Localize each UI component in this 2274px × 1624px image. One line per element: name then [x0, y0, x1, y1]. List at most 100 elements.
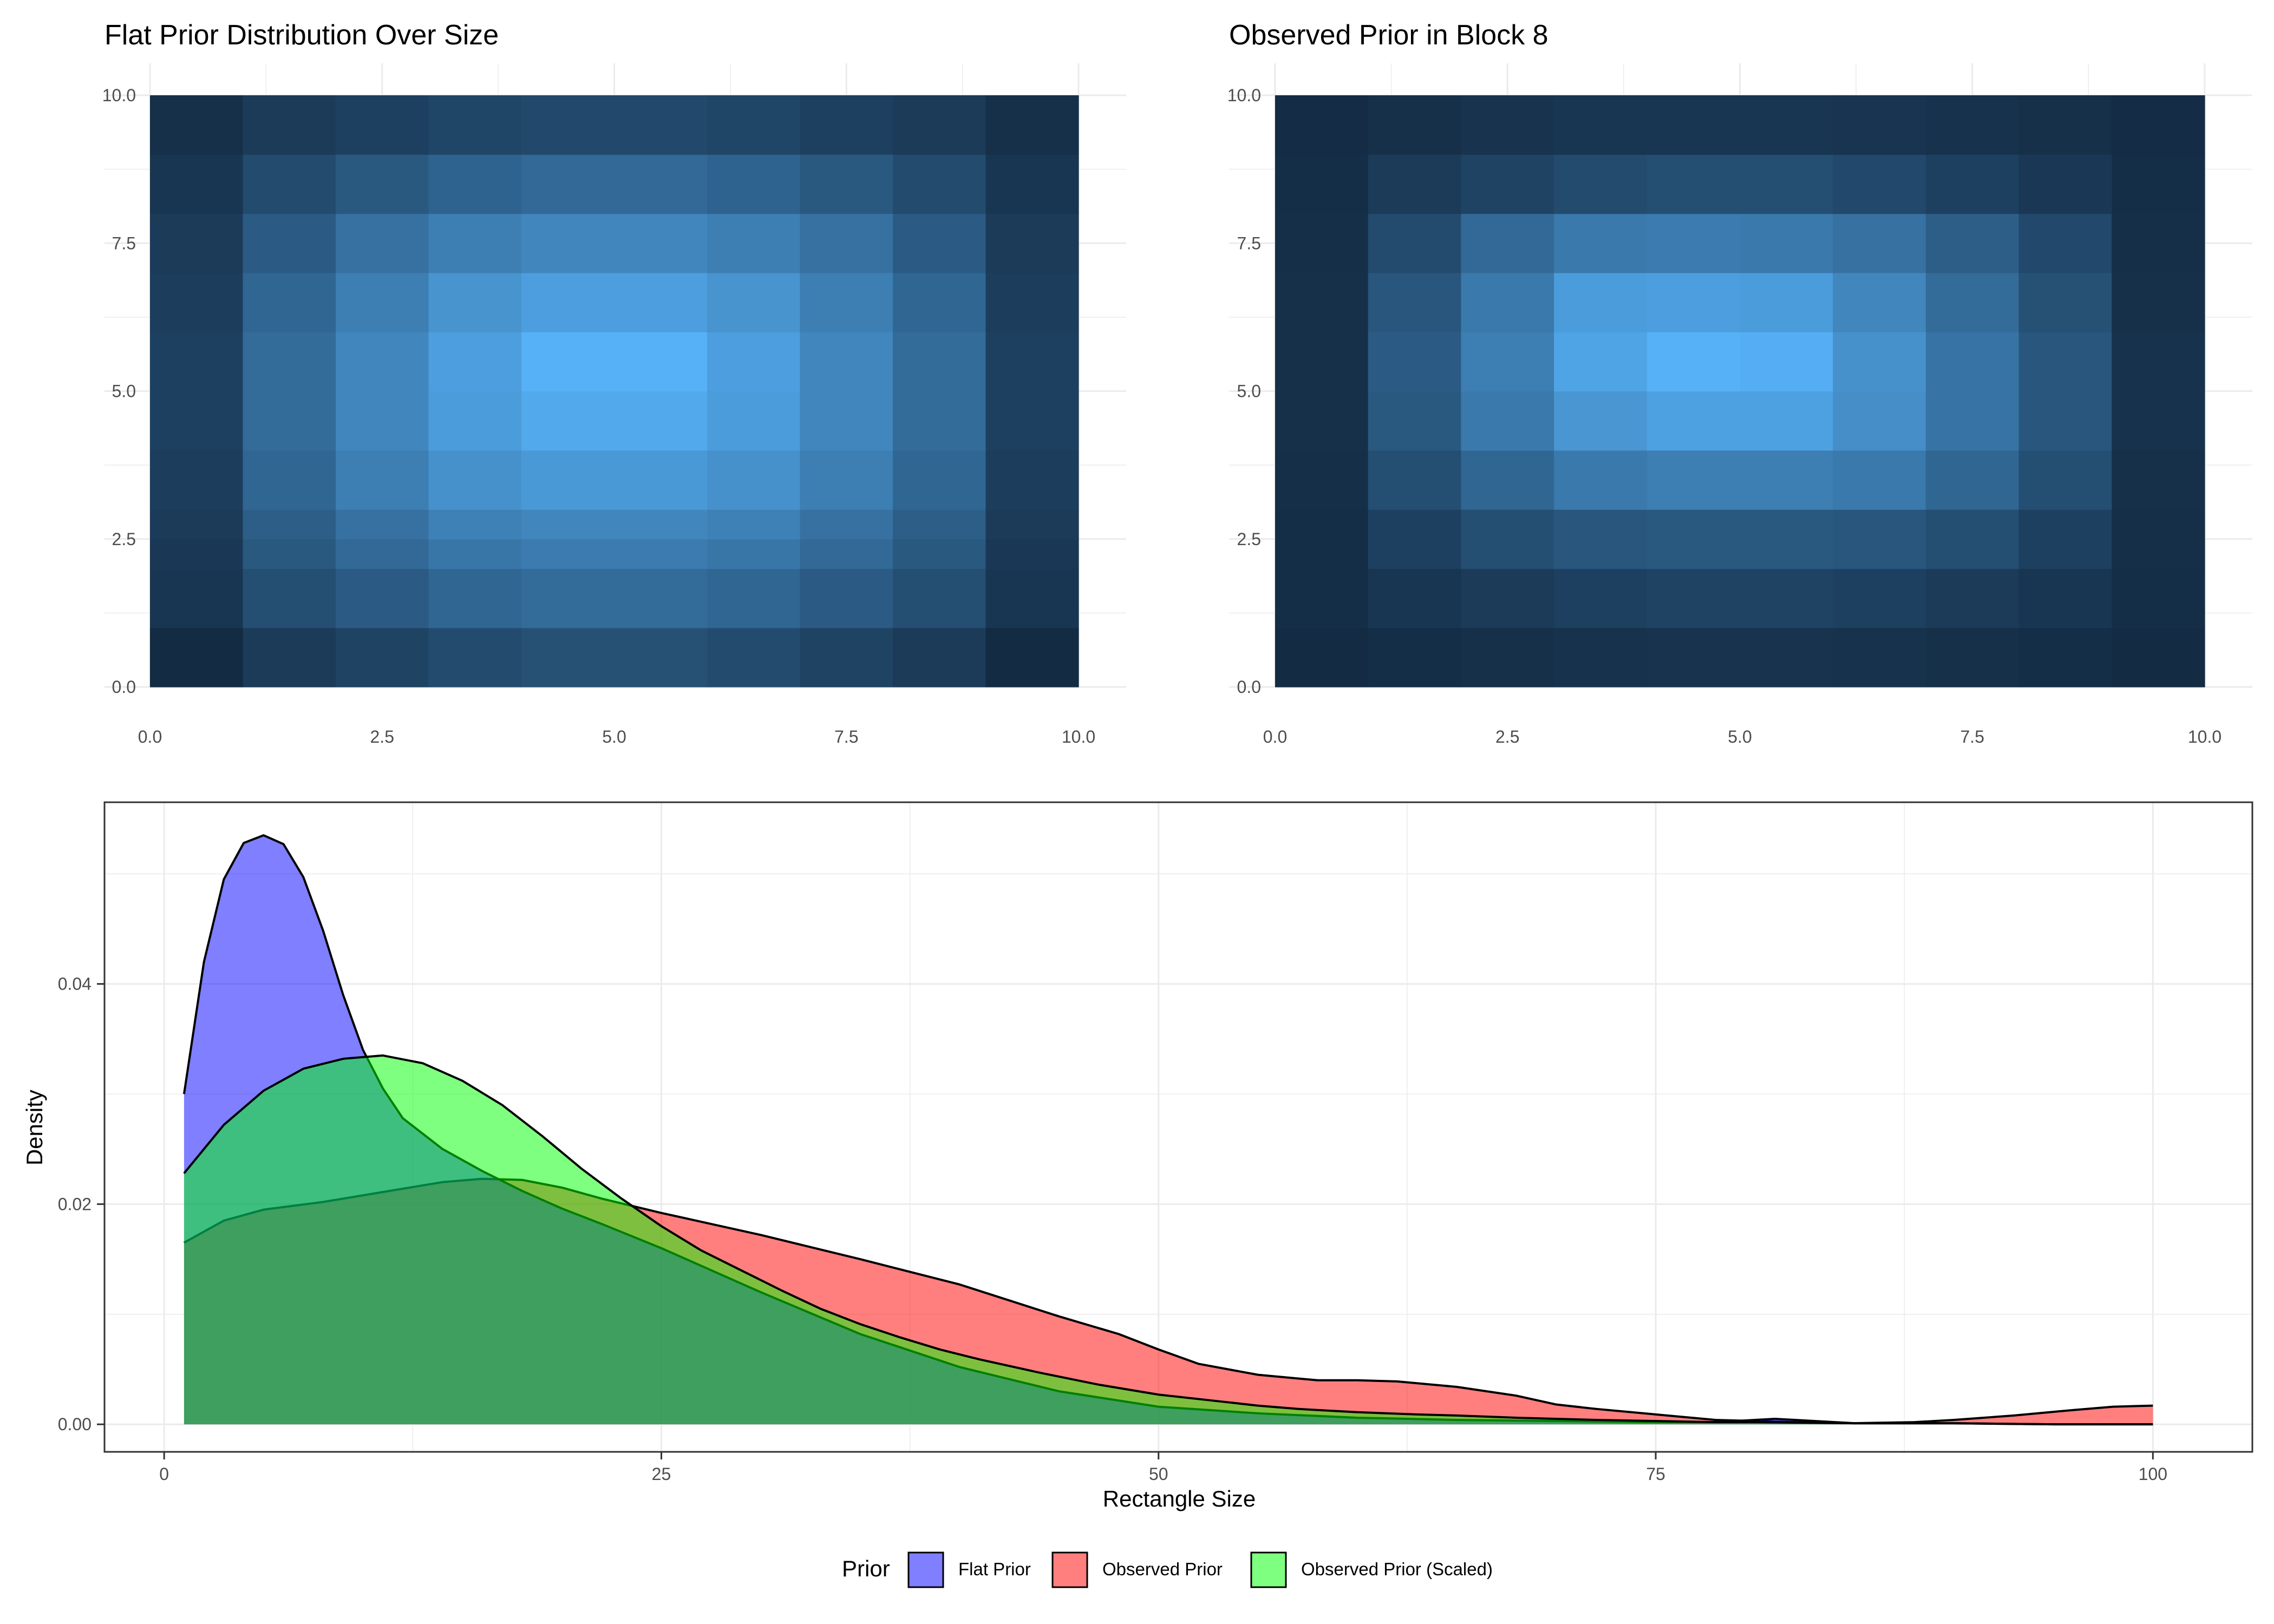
heatmap-flat-cell — [800, 509, 893, 540]
density-x-tick-label: 0 — [159, 1464, 169, 1484]
density-x-tick-label: 50 — [1149, 1464, 1168, 1484]
heatmap-observed-x-tick-label: 10.0 — [2188, 727, 2221, 746]
heatmap-flat-x-tick-label: 5.0 — [602, 727, 626, 746]
heatmap-observed-cell — [1740, 154, 1833, 214]
density-panel: 0 25 50 75 100 0.00 0.02 0.04 — [58, 801, 2253, 1484]
heatmap-observed-cell — [1646, 450, 1741, 510]
heatmap-flat-cell — [336, 213, 429, 273]
heatmap-observed-cell — [1925, 213, 2020, 273]
heatmap-observed-x-tick-label: 2.5 — [1495, 727, 1519, 746]
heatmap-observed-cell — [1275, 332, 1369, 392]
heatmap-flat-cell — [614, 391, 708, 451]
legend-label-observed-prior: Observed Prior — [1102, 1559, 1223, 1579]
heatmap-flat-cell — [428, 450, 522, 510]
heatmap-flat-cell — [150, 154, 244, 214]
heatmap-flat-cell — [893, 272, 986, 332]
heatmap-flat-cell — [243, 154, 336, 214]
heatmap-observed-cell — [1925, 391, 2020, 451]
heatmap-observed-cell — [2018, 450, 2112, 510]
heatmap-observed-cell — [1646, 568, 1741, 628]
heatmap-observed-cell — [1646, 391, 1741, 451]
heatmap-flat-ticks: 0.0 2.5 5.0 7.5 10.0 0.0 2.5 5.0 7.5 10.0 — [102, 86, 1095, 746]
heatmap-flat-cell — [428, 568, 522, 628]
heatmap-flat-cell — [428, 627, 522, 687]
heatmap-observed-cell — [1925, 509, 2020, 569]
heatmap-flat-cell — [521, 568, 615, 628]
heatmap-observed-cell — [1740, 509, 1833, 569]
heatmap-flat-cell — [521, 213, 615, 273]
heatmap-flat-cell — [707, 568, 801, 628]
heatmap-observed-cell — [1275, 568, 1369, 628]
heatmap-observed-x-tick-label: 7.5 — [1961, 727, 1984, 746]
heatmap-observed-cell — [1554, 154, 1648, 214]
heatmap-flat-cell — [521, 627, 615, 687]
heatmap-flat-x-tick-label: 0.0 — [138, 727, 162, 746]
legend-key-observed-prior-scaled — [1250, 1551, 1287, 1588]
heatmap-observed-cell — [2018, 332, 2112, 392]
heatmap-observed-cell — [1461, 272, 1554, 332]
heatmap-flat-cell — [336, 154, 429, 214]
heatmap-flat-cell — [893, 509, 986, 540]
heatmap-flat-cell — [985, 627, 1079, 687]
heatmap-flat-cell — [521, 332, 615, 392]
density-area-observed-prior-scaled — [184, 1055, 2153, 1425]
heatmap-flat-cell — [707, 272, 801, 332]
heatmap-observed-cell — [1275, 95, 1369, 155]
heatmap-observed-cell — [1646, 95, 1741, 155]
heatmap-flat-cell — [614, 332, 708, 392]
heatmap-observed-cell — [1925, 272, 2020, 332]
heatmap-flat-cell — [893, 539, 986, 569]
heatmap-observed-cell — [1461, 95, 1554, 155]
heatmap-flat-cell — [800, 272, 893, 332]
heatmap-flat-cell — [707, 332, 801, 392]
heatmap-flat-cell — [707, 154, 801, 214]
heatmap-flat-cell — [893, 391, 986, 451]
heatmap-observed-cell — [1461, 213, 1554, 273]
heatmap-observed-ticks: 0.0 2.5 5.0 7.5 10.0 0.0 2.5 5.0 7.5 10.0 — [1227, 86, 2221, 746]
heatmap-flat-cell — [985, 272, 1079, 332]
legend: Prior Flat Prior Observed Prior Observed… — [842, 1551, 1493, 1588]
heatmap-flat-cell — [150, 509, 244, 540]
density-y-tick-label: 0.04 — [58, 974, 92, 994]
legend-key-observed-prior — [1051, 1551, 1088, 1588]
heatmap-flat-cell — [985, 154, 1079, 214]
heatmap-flat-y-tick-label: 2.5 — [112, 529, 136, 549]
heatmap-observed-cell — [1554, 272, 1648, 332]
heatmap-observed-cell — [1461, 509, 1554, 569]
heatmap-observed-cell — [1554, 627, 1648, 687]
heatmap-flat-cell — [893, 568, 986, 628]
heatmap-flat-cell — [150, 272, 244, 332]
heatmap-observed-cell — [1925, 332, 2020, 392]
heatmap-observed-cell — [2112, 568, 2205, 628]
density-ticks: 0 25 50 75 100 0.00 0.02 0.04 — [58, 974, 2167, 1484]
heatmap-flat-cell — [150, 391, 244, 451]
heatmap-flat-x-tick-label: 2.5 — [370, 727, 394, 746]
density-grid — [104, 802, 2252, 1452]
heatmap-observed-cell — [1833, 213, 1926, 273]
legend-label-flat-prior: Flat Prior — [958, 1559, 1031, 1579]
heatmap-observed-cell — [2018, 154, 2112, 214]
heatmap-observed-x-tick-label: 5.0 — [1728, 727, 1752, 746]
heatmap-flat-cell — [428, 391, 522, 451]
heatmap-observed-cell — [1461, 154, 1554, 214]
heatmap-flat-cell — [428, 213, 522, 273]
heatmap-observed-cell — [1925, 450, 2020, 510]
heatmap-flat-cell — [893, 332, 986, 392]
heatmap-observed-cell — [1275, 213, 1369, 273]
heatmap-flat-cell — [150, 539, 244, 569]
heatmap-observed-cell — [1833, 391, 1926, 451]
heatmap-flat-cell — [243, 568, 336, 628]
heatmap-observed-cell — [1554, 332, 1648, 392]
heatmap-observed-y-tick-label: 5.0 — [1237, 382, 1261, 401]
heatmap-observed-cell — [1646, 509, 1741, 569]
legend-label-observed-prior-scaled: Observed Prior (Scaled) — [1301, 1559, 1493, 1579]
heatmap-observed-cell — [1554, 95, 1648, 155]
heatmap-flat-cell — [428, 154, 522, 214]
heatmap-observed-cell — [1554, 450, 1648, 510]
heatmap-observed-cell — [1740, 213, 1833, 273]
heatmap-observed-cell — [2018, 509, 2112, 569]
heatmap-observed-cell — [1275, 509, 1369, 569]
heatmap-flat-cell — [428, 272, 522, 332]
heatmap-flat-cell — [521, 391, 615, 451]
